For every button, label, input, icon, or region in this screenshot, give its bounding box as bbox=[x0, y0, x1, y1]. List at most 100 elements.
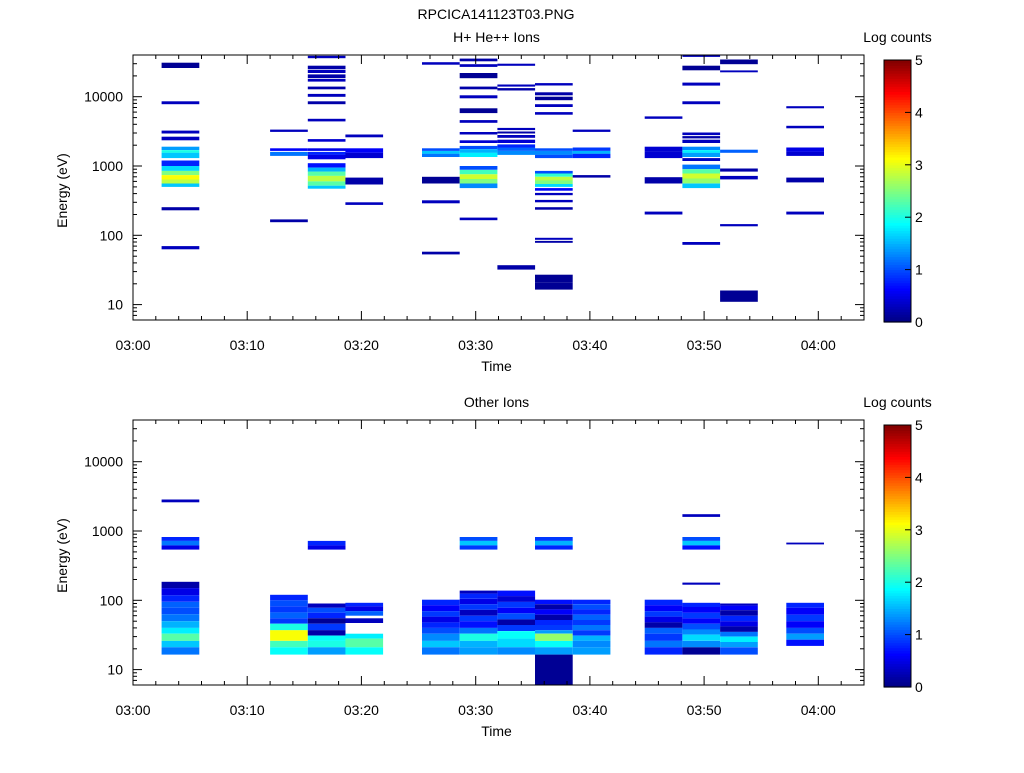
spectrogram-cell bbox=[497, 590, 536, 597]
spectrogram-cell bbox=[535, 170, 573, 174]
colorbar-band bbox=[884, 660, 911, 665]
spectrogram-cell bbox=[535, 545, 573, 550]
spectrogram-cell bbox=[682, 629, 721, 635]
colorbar-band bbox=[884, 67, 911, 72]
spectrogram-cell bbox=[345, 633, 384, 639]
spectrogram-cell bbox=[497, 144, 536, 148]
spectrogram-cell bbox=[422, 647, 460, 655]
x-tick-label: 03:20 bbox=[344, 337, 379, 353]
spectrogram-cell bbox=[572, 620, 611, 625]
colorbar-tick-label: 5 bbox=[915, 52, 923, 68]
colorbar-band bbox=[884, 201, 911, 205]
spectrogram-cell bbox=[161, 152, 200, 159]
spectrogram-cell bbox=[535, 104, 573, 107]
colorbar-band bbox=[884, 569, 911, 573]
colorbar-band bbox=[884, 608, 911, 612]
spectrogram-cell bbox=[535, 630, 573, 634]
spectrogram-cell bbox=[307, 603, 346, 608]
spectrogram-cell bbox=[459, 545, 498, 550]
spectrogram-cell bbox=[682, 634, 721, 641]
spectrogram-cell bbox=[459, 633, 498, 641]
spectrogram-cell bbox=[161, 588, 200, 596]
spectrogram-cell bbox=[345, 152, 384, 159]
colorbar-band bbox=[884, 251, 911, 255]
figure-title: RPCICA141123T03.PNG bbox=[418, 6, 575, 22]
spectrogram-cell bbox=[720, 605, 758, 611]
spectrogram-cell bbox=[644, 605, 683, 611]
colorbar-band bbox=[884, 605, 911, 609]
spectrogram-cell bbox=[497, 625, 536, 631]
spectrogram-cell bbox=[270, 612, 308, 619]
x-axis-ticks bbox=[132, 420, 865, 685]
spectrogram-cell bbox=[161, 150, 200, 153]
colorbar-band bbox=[884, 230, 911, 234]
spectrogram-cell bbox=[572, 153, 611, 159]
spectrogram-cell bbox=[786, 177, 824, 183]
colorbar-band bbox=[884, 631, 911, 636]
colorbar-band bbox=[884, 679, 911, 683]
colorbar-tick-label: 3 bbox=[915, 522, 923, 538]
spectrogram-cell bbox=[161, 136, 200, 141]
colorbar-band bbox=[884, 122, 911, 127]
colorbar-band bbox=[884, 62, 911, 66]
colorbar-band bbox=[884, 75, 911, 79]
spectrogram-cell bbox=[535, 96, 573, 101]
panel-other-ions: 03:00 03:10 03:20 03:30 03:40 03:50 04:0010100… bbox=[54, 394, 932, 739]
colorbar-band bbox=[884, 204, 911, 208]
colorbar-band bbox=[884, 466, 911, 471]
colorbar-band bbox=[884, 303, 911, 307]
colorbar-tick-label: 0 bbox=[915, 679, 923, 695]
colorbar-label: Log counts bbox=[863, 29, 932, 45]
spectrogram-cell bbox=[422, 616, 460, 623]
spectrogram-cell bbox=[535, 540, 573, 546]
y-axis-label: Energy (eV) bbox=[54, 153, 70, 228]
spectrogram-cell bbox=[572, 599, 611, 605]
spectrogram-cell bbox=[345, 618, 384, 623]
colorbar-band bbox=[884, 676, 911, 680]
spectrogram-cell bbox=[644, 627, 683, 634]
colorbar-band bbox=[884, 508, 911, 513]
colorbar-band bbox=[884, 175, 911, 179]
spectrogram-cell bbox=[644, 211, 683, 215]
spectrogram-cell bbox=[422, 148, 460, 151]
colorbar-band bbox=[884, 280, 911, 284]
spectrogram-cell bbox=[161, 601, 200, 608]
spectrogram-cell bbox=[535, 207, 573, 210]
spectrogram-cell bbox=[720, 615, 758, 622]
spectrogram-cell bbox=[572, 635, 611, 641]
spectrogram-cell bbox=[161, 614, 200, 622]
spectrogram-cell bbox=[535, 92, 573, 96]
spectrogram-cell bbox=[270, 640, 308, 648]
spectrogram-cell bbox=[459, 132, 498, 135]
colorbar-band bbox=[884, 266, 911, 271]
colorbar-band bbox=[884, 172, 911, 176]
spectrogram-cell bbox=[644, 622, 683, 628]
colorbar-band bbox=[884, 474, 911, 478]
y-tick-label: 1000 bbox=[92, 158, 123, 174]
colorbar-band bbox=[884, 193, 911, 197]
spectrogram-cell bbox=[307, 86, 346, 90]
spectrogram-cell bbox=[720, 175, 758, 180]
spectrogram-cell bbox=[786, 633, 824, 640]
colorbar-band bbox=[884, 590, 911, 594]
spectrogram-cell bbox=[682, 173, 721, 179]
spectrogram-cell bbox=[682, 146, 721, 150]
spectrogram-cell bbox=[497, 619, 536, 625]
colorbar-band bbox=[884, 464, 911, 468]
colorbar-band bbox=[884, 167, 911, 171]
colorbar-band bbox=[884, 209, 911, 213]
colorbar-band bbox=[884, 227, 911, 231]
x-tick-label: 04:00 bbox=[801, 337, 836, 353]
panel-h-he-ions: 03:00 03:10 03:20 03:30 03:40 03:50 04:0010100… bbox=[54, 29, 932, 374]
x-tick-label: 03:40 bbox=[572, 337, 607, 353]
colorbar-band bbox=[884, 246, 911, 250]
spectrogram-cell bbox=[307, 623, 346, 631]
spectrogram-cell bbox=[572, 175, 611, 178]
colorbar-band bbox=[884, 445, 911, 450]
colorbar-band bbox=[884, 149, 911, 153]
spectrogram-cell bbox=[535, 199, 573, 203]
spectrogram-cell bbox=[161, 621, 200, 628]
x-tick-label: 03:30 bbox=[458, 702, 493, 718]
colorbar-band bbox=[884, 516, 911, 520]
colorbar-band bbox=[884, 519, 911, 523]
